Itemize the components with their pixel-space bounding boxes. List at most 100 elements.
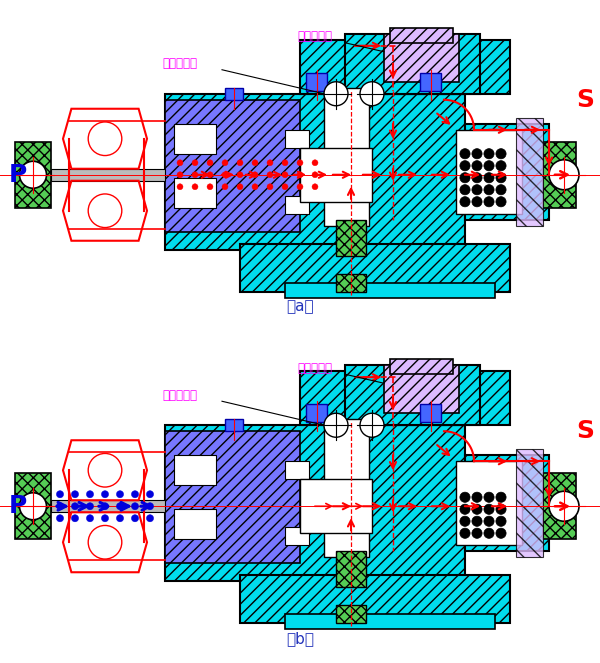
Circle shape	[484, 504, 494, 514]
Bar	[300, 371, 510, 425]
Bar	[336, 219, 366, 256]
Circle shape	[472, 504, 482, 514]
Circle shape	[297, 184, 303, 190]
Circle shape	[131, 491, 139, 498]
Circle shape	[297, 160, 303, 166]
Circle shape	[484, 197, 494, 207]
Circle shape	[549, 491, 579, 521]
Circle shape	[496, 185, 506, 195]
Circle shape	[86, 514, 94, 522]
Circle shape	[88, 194, 122, 227]
Circle shape	[496, 197, 506, 207]
Circle shape	[472, 528, 482, 538]
Circle shape	[484, 528, 494, 538]
Bar	[543, 142, 576, 208]
Circle shape	[177, 160, 183, 166]
Circle shape	[324, 413, 348, 438]
Circle shape	[19, 161, 47, 188]
Circle shape	[86, 491, 94, 498]
Circle shape	[472, 197, 482, 207]
Circle shape	[472, 185, 482, 195]
Circle shape	[496, 172, 506, 183]
Circle shape	[282, 184, 288, 190]
Bar	[15, 473, 51, 539]
Circle shape	[472, 492, 482, 503]
Circle shape	[252, 184, 258, 190]
Circle shape	[146, 503, 154, 510]
Circle shape	[460, 492, 470, 503]
Circle shape	[484, 149, 494, 159]
Circle shape	[146, 491, 154, 498]
Circle shape	[207, 160, 213, 166]
Circle shape	[237, 172, 243, 178]
Circle shape	[56, 503, 64, 510]
Bar	[390, 359, 453, 374]
Bar	[285, 614, 495, 629]
Circle shape	[484, 160, 494, 171]
Bar	[336, 551, 366, 587]
Circle shape	[312, 160, 318, 166]
Circle shape	[88, 453, 122, 487]
Circle shape	[192, 184, 198, 190]
Circle shape	[472, 516, 482, 526]
Bar	[285, 461, 309, 479]
Circle shape	[282, 172, 288, 178]
Circle shape	[460, 160, 470, 171]
Bar	[336, 274, 366, 292]
Circle shape	[101, 514, 109, 522]
Text: 偶数档气管: 偶数档气管	[163, 389, 197, 402]
Circle shape	[101, 503, 109, 510]
Circle shape	[19, 493, 47, 520]
Bar	[285, 196, 309, 213]
Bar	[465, 455, 549, 551]
Bar	[300, 479, 372, 533]
Circle shape	[131, 503, 139, 510]
Bar	[165, 99, 300, 232]
Bar	[174, 178, 216, 208]
Circle shape	[177, 184, 183, 190]
Text: S: S	[576, 88, 594, 112]
Circle shape	[496, 516, 506, 526]
Circle shape	[56, 491, 64, 498]
Circle shape	[460, 516, 470, 526]
Bar	[240, 575, 510, 623]
Bar	[336, 605, 366, 623]
Text: S: S	[576, 419, 594, 444]
Circle shape	[192, 172, 198, 178]
Circle shape	[252, 160, 258, 166]
Bar	[306, 73, 327, 91]
Circle shape	[312, 184, 318, 190]
Bar	[420, 404, 441, 422]
Bar	[165, 431, 300, 564]
Bar	[225, 419, 243, 431]
Circle shape	[56, 514, 64, 522]
Text: P: P	[9, 162, 27, 187]
Bar	[384, 365, 459, 413]
Bar	[225, 88, 243, 99]
Bar	[300, 148, 372, 202]
Circle shape	[192, 160, 198, 166]
Circle shape	[207, 172, 213, 178]
Circle shape	[297, 172, 303, 178]
Circle shape	[496, 149, 506, 159]
Circle shape	[116, 503, 124, 510]
Circle shape	[484, 516, 494, 526]
Circle shape	[460, 149, 470, 159]
Bar	[285, 130, 309, 148]
Circle shape	[460, 185, 470, 195]
Circle shape	[484, 185, 494, 195]
Text: 奇数档气管: 奇数档气管	[298, 362, 332, 375]
Circle shape	[222, 160, 228, 166]
Bar	[516, 118, 543, 225]
Circle shape	[88, 122, 122, 156]
Circle shape	[207, 184, 213, 190]
Bar	[300, 40, 510, 93]
Bar	[306, 404, 327, 422]
Circle shape	[484, 492, 494, 503]
Circle shape	[324, 82, 348, 106]
Circle shape	[71, 514, 79, 522]
Circle shape	[267, 160, 273, 166]
Bar	[174, 509, 216, 539]
Bar	[165, 425, 465, 581]
Text: P: P	[9, 494, 27, 518]
